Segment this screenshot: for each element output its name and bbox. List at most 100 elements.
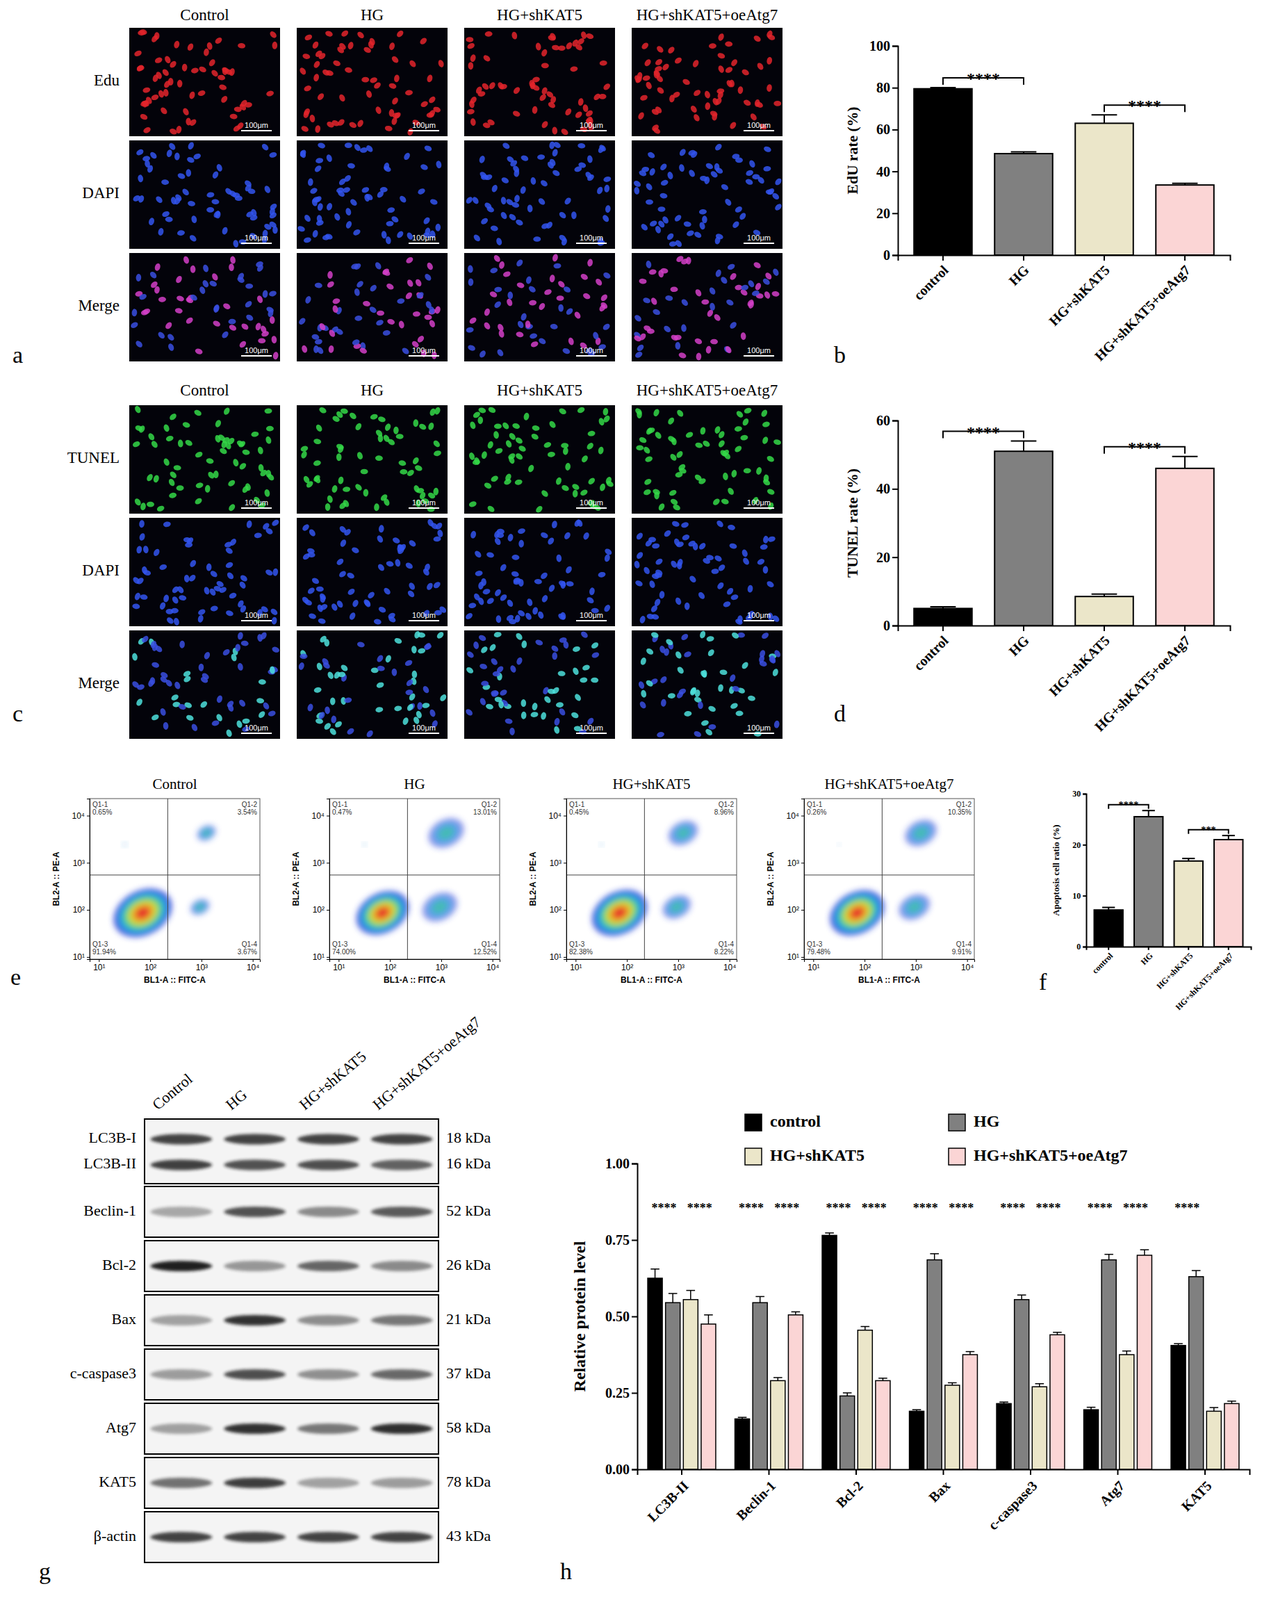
error-bar	[1102, 907, 1115, 911]
tick-mark	[1227, 946, 1230, 950]
bar	[1075, 123, 1134, 256]
cluster-density	[423, 812, 470, 855]
nucleus	[717, 32, 725, 42]
error-bar-cap	[1142, 809, 1155, 811]
nucleus	[735, 410, 745, 420]
cluster	[187, 895, 212, 919]
nucleus	[362, 300, 371, 308]
nucleus	[486, 440, 495, 450]
nucleus	[551, 651, 558, 660]
nucleus	[655, 74, 665, 84]
nucleus	[392, 111, 402, 121]
nucleus	[378, 524, 385, 534]
image-frame	[631, 27, 783, 137]
nucleus	[555, 701, 565, 708]
nucleus	[773, 719, 780, 729]
image-frame	[129, 140, 281, 249]
nucleus	[364, 192, 374, 202]
error-bar	[1172, 456, 1199, 469]
nucleus	[257, 710, 267, 720]
image-frame	[464, 405, 616, 514]
nucleus	[207, 470, 217, 480]
nucleus	[198, 65, 208, 74]
nucleus	[724, 66, 734, 75]
nucleus	[573, 165, 583, 174]
quadrant-value: 8.96%	[714, 808, 734, 816]
error-bar-cap	[1011, 440, 1037, 442]
scale-bar-label: 100μm	[244, 498, 269, 507]
nucleus	[214, 419, 222, 429]
scale-bar	[576, 242, 607, 244]
quadrant-value: 12.52%	[473, 947, 497, 956]
tick: 10⁴	[71, 810, 90, 821]
nucleus	[212, 303, 221, 313]
nucleus	[725, 298, 735, 307]
nucleus	[384, 125, 393, 133]
nucleus	[564, 307, 575, 317]
nucleus	[167, 342, 176, 352]
nucleus	[733, 425, 743, 432]
nucleus	[271, 518, 281, 528]
tick-mark	[892, 129, 898, 131]
nucleus	[725, 586, 735, 596]
cluster	[194, 822, 219, 844]
nucleus	[500, 176, 510, 185]
nucleus	[236, 271, 246, 281]
nucleus	[412, 484, 422, 494]
nucleus	[703, 90, 711, 100]
nucleus	[165, 608, 174, 615]
nucleus	[266, 472, 276, 482]
nucleus	[660, 62, 670, 72]
micrograph: 100μm	[631, 405, 783, 514]
nucleus	[313, 164, 323, 174]
micrograph: 100μm	[631, 27, 783, 137]
y-axis: 10¹10²10³10⁴	[311, 799, 330, 963]
nucleus	[640, 41, 650, 51]
nucleus	[206, 41, 214, 51]
nucleus	[658, 644, 667, 654]
nucleus	[648, 536, 657, 543]
tick: 10²	[72, 904, 90, 915]
nucleus	[658, 162, 668, 172]
nucleus	[638, 435, 648, 445]
nucleus	[665, 232, 675, 242]
nucleus	[299, 444, 309, 453]
column-header: Control	[179, 6, 229, 24]
nucleus	[599, 59, 608, 67]
nucleus	[343, 66, 354, 74]
nucleus	[546, 536, 556, 546]
cluster-density	[838, 843, 841, 846]
cluster-density	[364, 896, 401, 930]
nucleus	[175, 485, 184, 491]
nucleus	[328, 726, 338, 736]
x-axis: 10¹10²10³10⁴	[330, 959, 501, 973]
cluster	[123, 842, 128, 846]
scale-bar	[408, 732, 440, 734]
nucleus	[133, 49, 143, 58]
nucleus	[324, 29, 334, 38]
nucleus	[531, 76, 540, 84]
tick-label: 30	[1072, 788, 1081, 799]
nucleus	[571, 645, 581, 653]
nucleus	[339, 407, 349, 415]
nucleus	[232, 457, 240, 467]
nucleus	[185, 168, 192, 177]
nucleus	[638, 615, 646, 625]
nucleus	[760, 631, 770, 641]
nucleus	[425, 261, 435, 271]
nucleus	[246, 519, 253, 529]
nucleus	[132, 439, 142, 448]
nucleus	[731, 469, 738, 478]
nucleus	[142, 545, 149, 554]
error-bar-cap	[1102, 906, 1115, 909]
nucleus	[692, 729, 702, 739]
nucleus	[206, 191, 215, 199]
scale-bar-label: 100μm	[579, 610, 604, 620]
tick-mark	[201, 959, 203, 962]
nucleus	[467, 264, 474, 274]
nucleus	[534, 504, 544, 514]
nucleus	[468, 451, 477, 461]
nucleus	[393, 74, 400, 83]
nucleus	[176, 172, 186, 180]
scale-bar-label: 100μm	[747, 723, 771, 732]
